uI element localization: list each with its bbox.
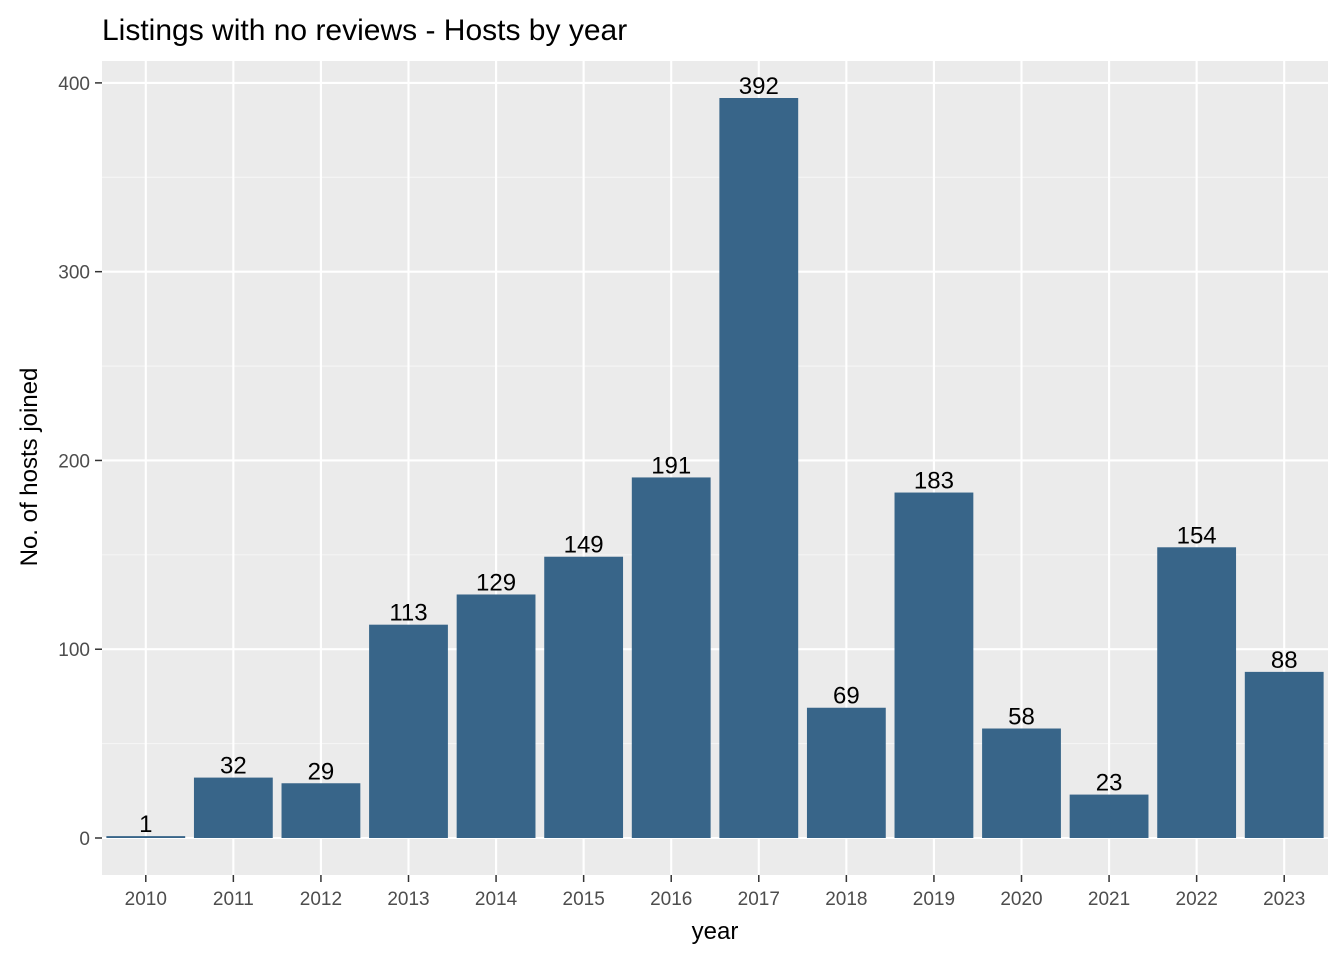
data-label-2015: 149 [564, 532, 604, 559]
x-axis-title: year [692, 918, 739, 945]
bar-2017 [719, 98, 799, 838]
x-tick-label-2015: 2015 [563, 889, 605, 910]
bar-2016 [631, 477, 711, 838]
x-tick-label-2018: 2018 [825, 889, 867, 910]
bar-2022 [1157, 547, 1237, 838]
bar-2021 [1069, 794, 1149, 838]
data-label-2010: 1 [139, 811, 152, 838]
bar-2019 [894, 492, 974, 838]
data-label-2013: 113 [389, 600, 427, 627]
y-tick-label: 0 [79, 829, 90, 850]
data-label-2016: 191 [651, 452, 691, 479]
y-tick-label: 300 [58, 263, 90, 284]
x-tick-label-2019: 2019 [913, 889, 955, 910]
data-label-2019: 183 [914, 468, 954, 495]
bar-2018 [806, 707, 886, 838]
panel-background [102, 61, 1328, 875]
x-tick-label-2014: 2014 [475, 889, 518, 910]
x-tick-label-2021: 2021 [1088, 889, 1130, 910]
x-tick-label-2012: 2012 [300, 889, 342, 910]
bar-2020 [982, 728, 1061, 838]
data-label-2020: 58 [1008, 704, 1035, 731]
x-tick-label-2016: 2016 [650, 889, 692, 910]
data-label-2011: 32 [220, 753, 247, 780]
y-tick-label: 400 [58, 74, 90, 95]
y-axis-title: No. of hosts joined [16, 368, 43, 567]
x-tick-label-2022: 2022 [1176, 889, 1218, 910]
data-label-2014: 129 [476, 569, 516, 596]
x-tick-label-2011: 2011 [213, 889, 254, 910]
data-label-2018: 69 [833, 683, 860, 710]
data-label-2017: 392 [739, 73, 779, 100]
data-label-2022: 154 [1177, 522, 1217, 549]
bar-2013 [369, 624, 448, 838]
y-tick-label: 200 [58, 451, 90, 472]
data-label-2012: 29 [308, 758, 335, 785]
x-tick-label-2020: 2020 [1000, 889, 1042, 910]
bar-2015 [544, 556, 624, 838]
x-tick-label-2023: 2023 [1263, 889, 1305, 910]
x-tick-label-2017: 2017 [738, 889, 780, 910]
bar-2011 [193, 777, 273, 838]
bar-2014 [456, 594, 536, 838]
y-tick-label: 100 [58, 640, 90, 661]
data-label-2023: 88 [1271, 647, 1298, 674]
x-tick-label-2013: 2013 [387, 889, 429, 910]
plot-area: 1 32 29 113 129 149 191 392 69 183 58 23 154 88 0 100 20… [58, 61, 1328, 910]
chart-title: Listings with no reviews - Hosts by year [102, 14, 627, 47]
bar-2012 [281, 783, 361, 838]
x-tick-label-2010: 2010 [125, 889, 167, 910]
bar-2023 [1244, 671, 1324, 838]
bar-2010 [106, 836, 186, 838]
data-label-2021: 23 [1096, 770, 1123, 797]
